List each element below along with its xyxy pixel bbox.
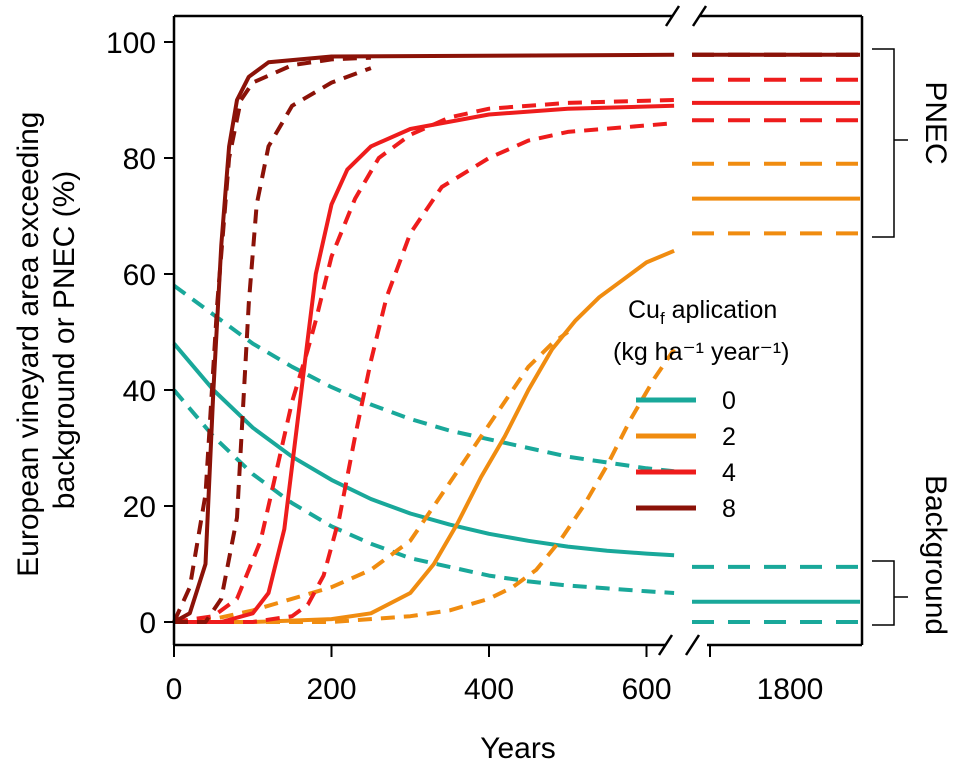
y-axis: 0 20 40 60 80 100 — [106, 27, 174, 640]
background-label: Background — [919, 475, 952, 635]
series-4-dashed-line — [174, 121, 675, 624]
y-tick-label: 0 — [139, 607, 156, 640]
legend-label-8: 8 — [722, 495, 736, 523]
axis-break-top — [664, 5, 708, 27]
legend-label-4: 4 — [722, 459, 736, 487]
series-0-dashed-line — [172, 283, 675, 474]
y-axis-title-line2: background or PNEC (%) — [48, 171, 81, 509]
series-4-solid-line — [174, 103, 675, 624]
axis-break-bottom — [657, 634, 701, 656]
x-tick-label: 1800 — [757, 673, 824, 706]
legend: Cuf aplication (kg ha⁻¹ year⁻¹) 0 2 4 8 — [613, 296, 789, 523]
pnec-bracket — [872, 48, 908, 238]
legend-label-0: 0 — [722, 387, 736, 415]
series-0-solid-line — [172, 342, 675, 558]
plot-frame — [172, 14, 864, 647]
series-0-dashed-line — [172, 388, 675, 595]
x-tick-label: 200 — [306, 673, 356, 706]
x-tick-label: 400 — [464, 673, 514, 706]
series-8-solid-line — [173, 52, 675, 624]
y-tick-label: 80 — [123, 143, 156, 176]
x-axis: 0 200 400 600 1800 — [166, 645, 824, 706]
y-tick-label: 20 — [123, 491, 156, 524]
legend-entries: 0 2 4 8 — [636, 387, 736, 523]
series-2-dashed-line — [174, 348, 676, 624]
background-bracket — [872, 560, 908, 626]
series-2-solid-line — [174, 248, 675, 624]
legend-title-line2: (kg ha⁻¹ year⁻¹) — [613, 338, 789, 366]
legend-title-line1: Cuf aplication — [628, 296, 777, 328]
series-8-dashed-line — [172, 55, 371, 623]
legend-label-2: 2 — [722, 423, 736, 451]
x-tick-label: 0 — [166, 673, 183, 706]
y-axis-title-line1: European vineyard area exceeding — [12, 112, 45, 577]
x-axis-title: Years — [480, 732, 556, 765]
series-4-dashed-line — [173, 98, 675, 624]
y-tick-label: 100 — [106, 27, 156, 60]
y-tick-label: 40 — [123, 375, 156, 408]
y-axis-title: European vineyard area exceeding backgro… — [12, 103, 81, 577]
series-8-dashed-line — [174, 66, 372, 624]
y-tick-label: 60 — [123, 259, 156, 292]
series-layer — [172, 52, 860, 624]
pnec-label: PNEC — [919, 81, 952, 164]
x-tick-label: 600 — [621, 673, 671, 706]
